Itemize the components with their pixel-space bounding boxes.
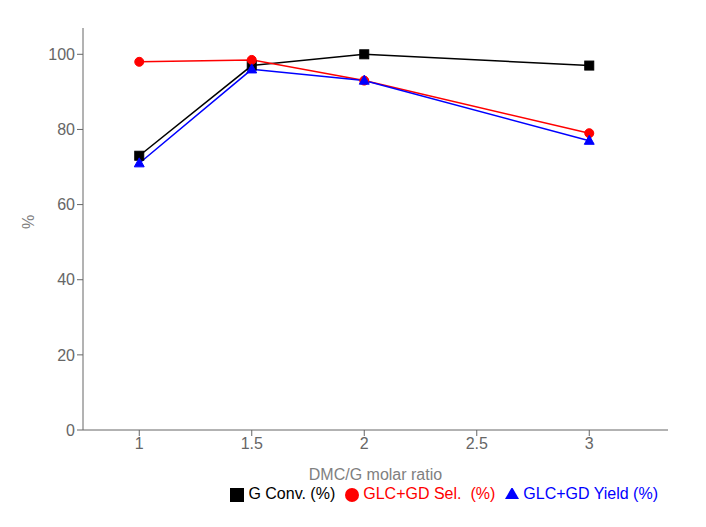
- svg-text:60: 60: [57, 196, 75, 213]
- svg-text:DMC/G molar ratio: DMC/G molar ratio: [309, 466, 442, 483]
- svg-text:2: 2: [360, 435, 369, 452]
- html-text:GLC+GD Sel. (%): GLC+GD Sel. (%): [363, 485, 496, 502]
- html-text:GLC+GD Yield (%): GLC+GD Yield (%): [523, 485, 658, 502]
- svg-text:1.5: 1.5: [241, 435, 263, 452]
- svg-text:0: 0: [66, 422, 75, 439]
- svg-text:1: 1: [135, 435, 144, 452]
- svg-text:3: 3: [585, 435, 594, 452]
- svg-text:20: 20: [57, 347, 75, 364]
- svg-text:%: %: [20, 215, 37, 229]
- svg-text:100: 100: [48, 46, 75, 63]
- svg-text:40: 40: [57, 271, 75, 288]
- html-text:G Conv. (%): G Conv. (%): [248, 485, 336, 502]
- svg-text:2.5: 2.5: [466, 435, 488, 452]
- svg-text:80: 80: [57, 121, 75, 138]
